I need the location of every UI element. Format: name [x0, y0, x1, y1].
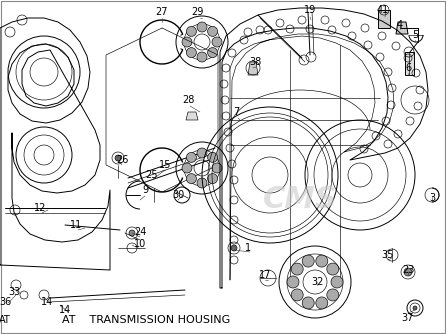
Text: 3: 3: [429, 193, 435, 203]
Text: 12: 12: [34, 203, 46, 213]
Text: CMS: CMS: [263, 185, 337, 214]
Text: 41: 41: [377, 5, 389, 15]
Circle shape: [291, 289, 303, 301]
Text: 7: 7: [233, 107, 239, 117]
Text: 23: 23: [402, 265, 414, 275]
Text: 10: 10: [134, 239, 146, 249]
Circle shape: [197, 22, 207, 32]
Circle shape: [207, 152, 218, 162]
Circle shape: [287, 276, 299, 288]
Text: 28: 28: [182, 95, 194, 105]
Circle shape: [316, 255, 328, 267]
Polygon shape: [248, 62, 258, 75]
Text: 37: 37: [402, 313, 414, 323]
Circle shape: [231, 245, 237, 251]
Circle shape: [182, 163, 192, 173]
Text: 15: 15: [159, 160, 171, 170]
Text: 24: 24: [134, 227, 146, 237]
Text: 4: 4: [397, 20, 403, 30]
Circle shape: [186, 48, 196, 57]
Text: 30: 30: [172, 190, 184, 200]
Circle shape: [197, 52, 207, 62]
Circle shape: [212, 163, 222, 173]
Circle shape: [197, 178, 207, 188]
Text: 9: 9: [142, 185, 148, 195]
Circle shape: [302, 297, 314, 309]
Polygon shape: [186, 112, 198, 120]
Polygon shape: [396, 22, 408, 34]
Text: 36: 36: [0, 297, 11, 307]
Circle shape: [129, 230, 135, 236]
Text: 29: 29: [191, 7, 203, 17]
Text: 26: 26: [116, 155, 128, 165]
Circle shape: [186, 152, 196, 162]
Circle shape: [207, 48, 218, 57]
Text: 19: 19: [304, 5, 316, 15]
Circle shape: [186, 174, 196, 184]
Text: 17: 17: [259, 270, 271, 280]
Text: 1: 1: [245, 243, 251, 253]
Text: 38: 38: [249, 57, 261, 67]
Text: 25: 25: [146, 170, 158, 180]
Text: 14: 14: [59, 305, 71, 315]
Polygon shape: [405, 52, 414, 75]
Text: AT    TRANSMISSION HOUSING: AT TRANSMISSION HOUSING: [62, 315, 230, 325]
Text: 33: 33: [8, 287, 20, 297]
Circle shape: [207, 174, 218, 184]
Circle shape: [207, 26, 218, 36]
Circle shape: [182, 37, 192, 47]
Polygon shape: [378, 10, 390, 28]
Text: 32: 32: [312, 277, 324, 287]
Circle shape: [212, 37, 222, 47]
Text: 5: 5: [412, 30, 418, 40]
Circle shape: [186, 26, 196, 36]
Text: 27: 27: [156, 7, 168, 17]
Text: 6: 6: [405, 63, 411, 73]
Text: AT: AT: [0, 315, 11, 325]
Circle shape: [316, 297, 328, 309]
Circle shape: [302, 255, 314, 267]
Circle shape: [327, 289, 339, 301]
Circle shape: [197, 148, 207, 158]
Circle shape: [404, 268, 412, 276]
Circle shape: [413, 306, 417, 310]
Circle shape: [291, 263, 303, 275]
Text: 35: 35: [382, 250, 394, 260]
Circle shape: [331, 276, 343, 288]
Text: 14: 14: [41, 297, 53, 307]
Circle shape: [327, 263, 339, 275]
Text: 11: 11: [70, 220, 82, 230]
Circle shape: [115, 155, 121, 161]
